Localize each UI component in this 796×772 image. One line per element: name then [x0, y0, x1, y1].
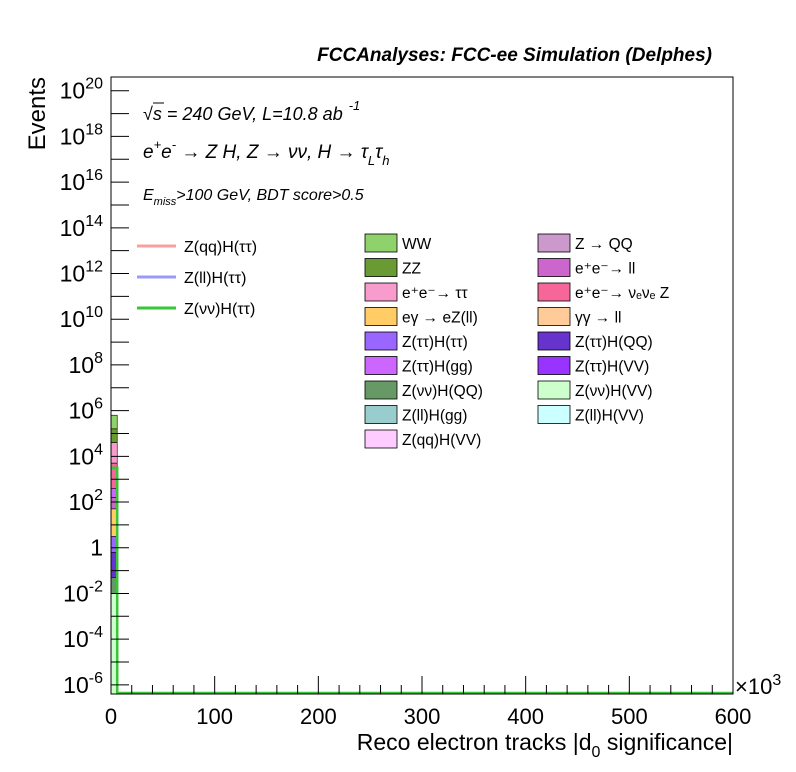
- legend-bkg-label-12: Z(νν)H(QQ): [402, 383, 483, 400]
- legend-signal-label-1: Z(ll)H(ττ): [184, 270, 246, 287]
- y-tick-label-12: 10-4: [63, 624, 103, 652]
- signal-lines: [111, 466, 733, 695]
- legend-bkg-swatch-0: [364, 233, 398, 253]
- legend-bkg-swatch-12: [364, 380, 398, 400]
- legend-bkg-swatch-7: [537, 307, 571, 326]
- y-tick-label-8: 104: [69, 441, 104, 469]
- bar-segment-2: [110, 442, 118, 464]
- legend-bkg-label-16: Z(qq)H(VV): [402, 432, 481, 449]
- x-axis-label-text: Reco electron tracks |d: [357, 729, 592, 755]
- legend-bkg-label-0: WW: [402, 236, 432, 253]
- legend-bkg-label-10: Z(ττ)H(gg): [402, 359, 473, 376]
- chart-title: FCCAnalyses: FCC-ee Simulation (Delphes): [317, 45, 712, 66]
- legend-bkg-label-2: ZZ: [402, 261, 421, 278]
- legend-bkg-label-3: e⁺e⁻→ ll: [575, 261, 635, 278]
- annotation-energy-lumi: √s = 240 GeV, L=10.8 ab -1: [143, 98, 360, 124]
- legend-bkg-swatch-9: [537, 331, 571, 351]
- legend-signal: Z(qq)H(ττ) Z(ll)H(ττ) Z(νν)H(ττ): [137, 239, 257, 318]
- legend-bkg-swatch-3: [537, 258, 571, 277]
- legend-bkg-swatch-15: [537, 405, 571, 424]
- y-tick-label-6: 108: [69, 350, 104, 378]
- x-axis-label-end: significance|: [600, 729, 733, 755]
- y-tick-label-3: 1014: [60, 213, 103, 241]
- annotation-cuts: Emiss>100 GeV, BDT score>0.5: [143, 187, 364, 208]
- legend-bkg-swatch-6: [364, 307, 398, 326]
- x-tick-label-6: 600: [715, 704, 752, 729]
- x-tick-label-5: 500: [611, 704, 648, 729]
- y-tick-label-9: 102: [69, 487, 104, 515]
- x-tick-label-2: 200: [300, 704, 337, 729]
- y-tick-label-13: 10-6: [63, 670, 103, 698]
- legend-bkg-label-6: eγ → eZ(ll): [402, 310, 478, 327]
- y-tick-label-1: 1018: [60, 121, 103, 149]
- legend-bkg-label-8: Z(ττ)H(ττ): [402, 334, 468, 351]
- legend-bkg-swatch-16: [364, 429, 398, 449]
- y-tick-label-10: 1: [90, 535, 103, 561]
- signal-line-0: [111, 466, 733, 695]
- y-axis-label: Events: [24, 77, 51, 150]
- x-tick-label-1: 100: [196, 704, 233, 729]
- y-tick-label-7: 106: [69, 396, 104, 424]
- annotation-energy-text: s = 240 GeV, L=10.8 ab: [153, 104, 343, 124]
- y-tick-label-11: 10-2: [63, 578, 103, 606]
- legend-bkg-swatch-2: [364, 258, 398, 277]
- legend-bkg-label-15: Z(ll)H(VV): [575, 408, 644, 425]
- legend-bkg-swatch-10: [364, 356, 398, 375]
- sqrt-symbol: √: [143, 104, 153, 124]
- x-axis-ticks: 0 100 200 300 400 500 600: [105, 676, 751, 729]
- x-tick-label-3: 300: [404, 704, 441, 729]
- legend-bkg-label-13: Z(νν)H(VV): [575, 383, 653, 400]
- x-axis-label: Reco electron tracks |d0 significance|: [357, 729, 733, 761]
- y-tick-label-4: 1012: [60, 259, 103, 287]
- legend-signal-label-0: Z(qq)H(ττ): [184, 239, 257, 256]
- legend-bkg-label-7: γγ → ll: [575, 310, 622, 327]
- legend-bkg-swatch-11: [537, 356, 571, 375]
- x-tick-label-4: 400: [507, 704, 544, 729]
- legend-signal-label-2: Z(νν)H(ττ): [184, 301, 255, 318]
- legend-bkg-swatch-14: [364, 405, 398, 424]
- bar-segment-0: [110, 414, 118, 430]
- legend-background: WW Z → QQ ZZ e⁺e⁻→ ll e⁺e⁻→ ττ e⁺e⁻→ νₑνₑ Z eγ…: [364, 233, 669, 449]
- y-tick-label-0: 1020: [60, 76, 103, 104]
- legend-bkg-label-4: e⁺e⁻→ ττ: [402, 285, 468, 302]
- legend-bkg-swatch-5: [537, 282, 571, 302]
- legend-bkg-swatch-13: [537, 380, 571, 400]
- legend-bkg-swatch-8: [364, 331, 398, 351]
- legend-bkg-swatch-4: [364, 282, 398, 302]
- legend-bkg-swatch-1: [537, 233, 571, 253]
- legend-bkg-label-5: e⁺e⁻→ νₑνₑ Z: [575, 285, 669, 302]
- legend-bkg-label-14: Z(ll)H(gg): [402, 408, 467, 425]
- x-tick-label-0: 0: [105, 704, 117, 729]
- legend-bkg-label-11: Z(ττ)H(VV): [575, 359, 649, 376]
- y-tick-label-2: 1016: [60, 167, 103, 195]
- annotation-process: e+e- → Z H, Z → νν, H → τLτh: [143, 137, 390, 168]
- y-tick-label-5: 1010: [60, 304, 103, 332]
- y-axis-ticks: 1020 1018 1016 1014 1012 1010 108 106 104 102 1 10-…: [60, 76, 129, 698]
- legend-bkg-label-9: Z(ττ)H(QQ): [575, 334, 653, 351]
- legend-bkg-label-1: Z → QQ: [575, 236, 633, 253]
- bar-segment-1: [110, 428, 118, 443]
- x-axis-label-sub: 0: [592, 744, 601, 761]
